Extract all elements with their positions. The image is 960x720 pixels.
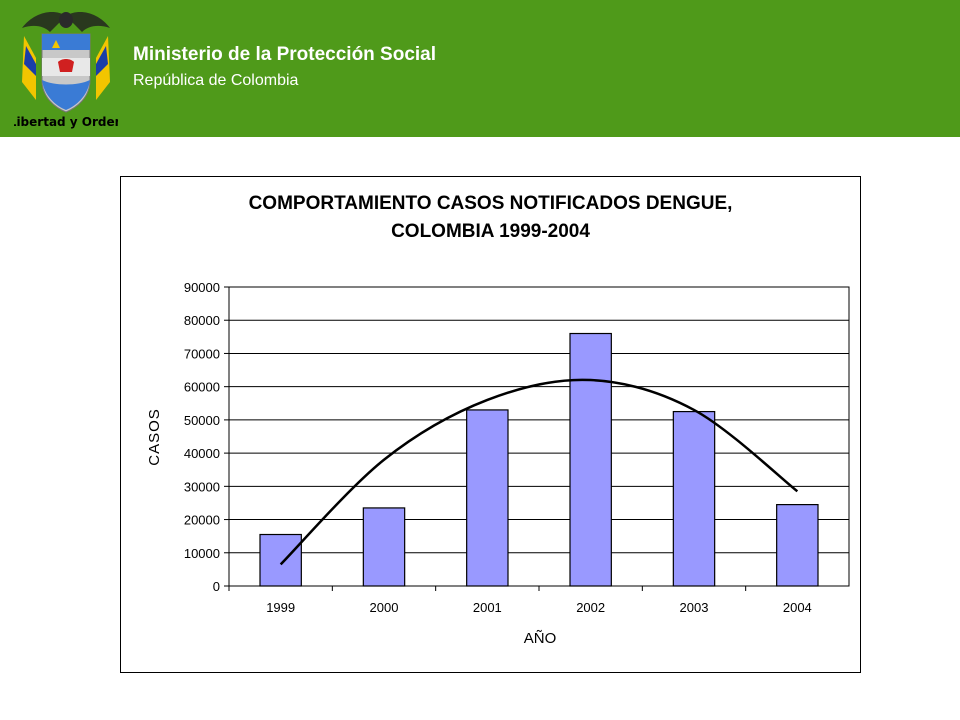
- gridlines: [224, 286, 849, 591]
- bar-2000: [362, 507, 406, 587]
- bar-2001: [466, 409, 509, 587]
- y-tick-label: 10000: [184, 546, 220, 561]
- colombia-coat-of-arms-icon: Libertad y Orden: [14, 12, 118, 129]
- chart-frame: COMPORTAMIENTO CASOS NOTIFICADOS DENGUE,…: [120, 176, 861, 673]
- y-axis-label: CASOS: [146, 408, 163, 466]
- bar-2004: [776, 504, 819, 587]
- ministry-title: Ministerio de la Protección Social: [133, 44, 437, 65]
- y-tick-label: 0: [213, 579, 220, 594]
- x-tick-label: 2002: [576, 600, 605, 615]
- x-tick-label: 2003: [680, 600, 709, 615]
- x-axis-label: AÑO: [524, 630, 557, 647]
- y-tick-label: 40000: [184, 446, 220, 461]
- bar-chart: 0 10000 20000 30000 40000 50000 60000 70000 8000…: [146, 280, 850, 647]
- bar-2003: [672, 410, 716, 587]
- bars: [259, 332, 819, 587]
- y-tick-label: 90000: [184, 280, 220, 295]
- trendline: [279, 378, 799, 566]
- bar-1999: [259, 533, 302, 587]
- x-tick-label: 2000: [370, 600, 399, 615]
- x-tick-label: 2004: [783, 600, 812, 615]
- y-tick-label: 20000: [184, 513, 220, 528]
- chart-title-line2: COLOMBIA 1999-2004: [391, 221, 590, 242]
- y-tick-label: 70000: [184, 346, 220, 361]
- x-tick-label: 2001: [473, 600, 502, 615]
- y-tick-label: 60000: [184, 380, 220, 395]
- trendline-group: [279, 378, 799, 566]
- crest-motto: Libertad y Orden: [14, 115, 118, 129]
- chart-title-line1: COMPORTAMIENTO CASOS NOTIFICADOS DENGUE,: [248, 193, 733, 214]
- bar-2002: [569, 332, 612, 587]
- ministry-subtitle: República de Colombia: [133, 72, 299, 89]
- plot-area-border: [228, 286, 850, 587]
- y-tick-label: 50000: [184, 413, 220, 428]
- header-bar: Libertad y Orden Ministerio de la Protec…: [0, 0, 960, 137]
- y-tick-label: 80000: [184, 313, 220, 328]
- y-tick-labels: 0 10000 20000 30000 40000 50000 60000 70000 8000…: [184, 280, 220, 594]
- x-tick-label: 1999: [266, 600, 295, 615]
- x-tick-labels: 1999 2000 2001 2002 2003 2004: [266, 600, 812, 615]
- y-tick-label: 30000: [184, 479, 220, 494]
